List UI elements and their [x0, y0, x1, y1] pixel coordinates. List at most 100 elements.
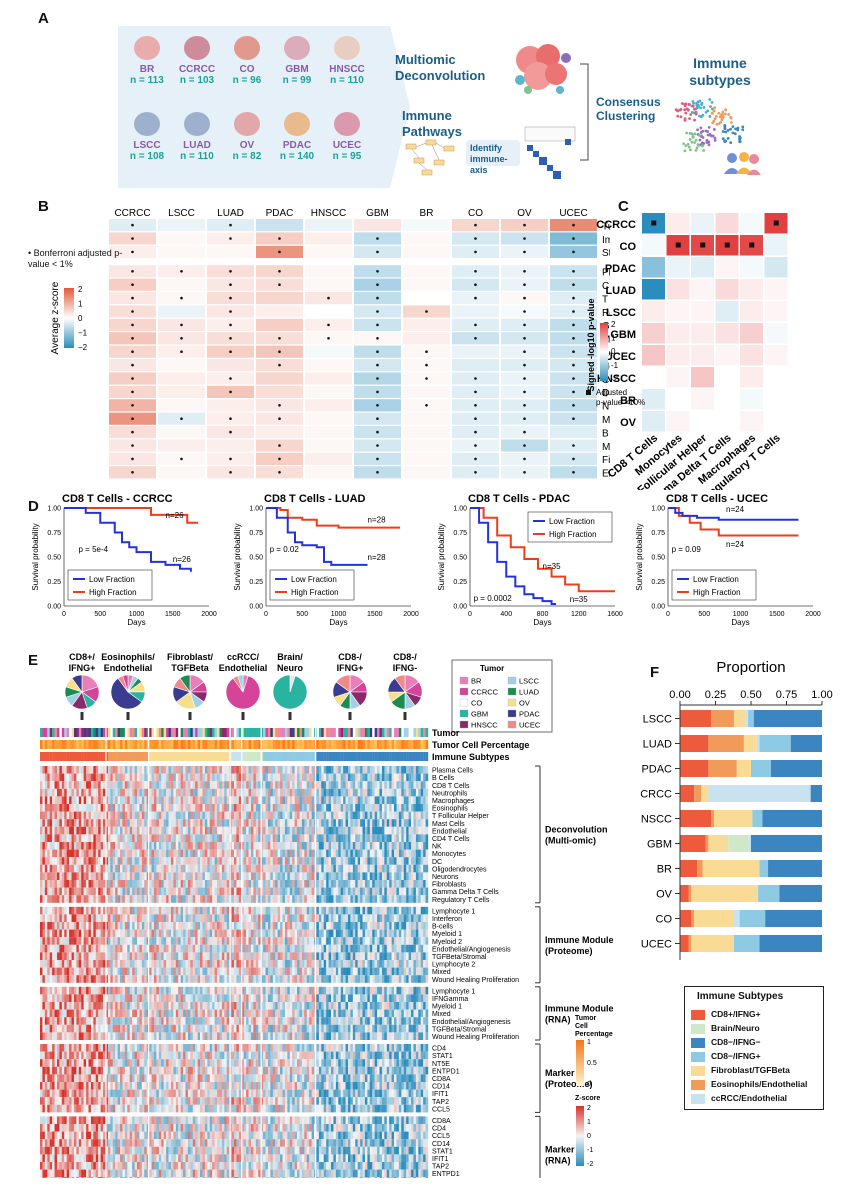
- heat-cell: [396, 887, 400, 896]
- heat-cell: [173, 826, 176, 835]
- heat-cell: [129, 880, 133, 888]
- heat-cell: [54, 857, 58, 865]
- tumor-track-cell: [61, 728, 65, 737]
- heat-cell: [386, 895, 390, 903]
- tumor-legend-label: HNSCC: [471, 721, 498, 730]
- heat-cell: [40, 872, 43, 880]
- heat-cell: [52, 857, 55, 865]
- tcp-track-cell: [357, 740, 361, 749]
- heat-cell: [403, 880, 407, 888]
- heat-cell: [715, 367, 739, 388]
- umap-point: [734, 127, 737, 131]
- heat-cell: [214, 811, 218, 820]
- heat-cell: [105, 937, 109, 945]
- heat-cell: [297, 922, 300, 930]
- heat-cell: [386, 811, 390, 820]
- tumor-track-cell: [132, 728, 135, 737]
- heat-cell: [153, 773, 157, 782]
- panel-a-label: A: [38, 10, 49, 27]
- heat-cell: [95, 849, 99, 858]
- heat-cell: [323, 895, 327, 903]
- pie-connector: [348, 712, 352, 720]
- heat-cell: [95, 929, 99, 938]
- tcp-track-cell: [398, 740, 402, 749]
- heat-cell: [321, 857, 324, 865]
- heat-cell: [204, 819, 208, 827]
- heat-cell: [132, 842, 135, 850]
- heat-cell: [204, 880, 208, 888]
- heat-cell: [248, 766, 252, 774]
- heat-cell: [360, 857, 363, 865]
- significance-dot: [572, 237, 575, 240]
- heat-cell: [151, 929, 155, 938]
- heat-cell: [156, 804, 160, 812]
- heat-cell: [374, 914, 378, 922]
- significance-dot: [572, 323, 575, 327]
- heat-cell: [93, 804, 96, 812]
- tcp-track-cell: [214, 740, 218, 749]
- heat-cell: [263, 826, 266, 835]
- heat-cell: [200, 895, 203, 903]
- heat-cell: [42, 922, 46, 930]
- heat-cell: [316, 796, 320, 804]
- heat-cell: [292, 819, 295, 827]
- heat-cell: [369, 849, 373, 858]
- heat-cell: [691, 213, 714, 234]
- heat-cell: [331, 842, 334, 850]
- heat-cell: [224, 819, 227, 827]
- heat-cell: [340, 811, 344, 820]
- tumor-track-cell: [120, 728, 123, 737]
- heat-cell: [105, 781, 109, 789]
- heat-cell: [127, 887, 130, 896]
- heat-cell: [221, 906, 225, 915]
- tcp-track-cell: [49, 740, 53, 749]
- heat-cell: [384, 811, 387, 820]
- heat-cell: [202, 849, 206, 858]
- heat-cell: [153, 857, 157, 865]
- heat-cell: [161, 773, 164, 782]
- heat-cell: [122, 788, 126, 797]
- heat-cell: [73, 872, 77, 880]
- heat-cell: [372, 834, 375, 842]
- heat-cell: [275, 788, 278, 797]
- heat-cell: [42, 864, 46, 873]
- heat-cell: [316, 811, 320, 820]
- heat-cell: [280, 895, 283, 903]
- heat-cell: [124, 834, 128, 842]
- heat-cell: [403, 385, 450, 398]
- heat-cell: [44, 834, 48, 842]
- heat-cell: [292, 929, 295, 938]
- heat-cell: [309, 834, 312, 842]
- heat-cell: [352, 872, 356, 880]
- heatmap-row-label: Macrophages: [432, 798, 475, 805]
- y-tick: 0.75: [249, 530, 263, 537]
- heat-cell: [73, 842, 77, 850]
- significance-dot: [523, 223, 526, 227]
- heat-cell: [323, 849, 327, 858]
- heat-cell: [137, 849, 140, 858]
- tumor-track-cell: [93, 728, 96, 737]
- heat-cell: [411, 773, 414, 782]
- heat-cell: [408, 895, 412, 903]
- heat-cell: [192, 880, 196, 888]
- heat-cell: [333, 880, 337, 888]
- heat-cell: [221, 788, 225, 797]
- tumor-track-cell: [139, 728, 143, 737]
- heat-cell: [212, 937, 215, 945]
- tumor-track-cell: [364, 728, 368, 737]
- heat-cell: [98, 929, 101, 938]
- heat-cell: [357, 895, 361, 903]
- heat-cell: [282, 788, 286, 797]
- heat-cell: [413, 842, 417, 850]
- heat-cell: [151, 796, 155, 804]
- row-label-ov: OV: [620, 417, 637, 429]
- heat-cell: [321, 887, 324, 896]
- heat-cell: [764, 389, 788, 410]
- umap-point: [707, 143, 711, 147]
- heat-cell: [202, 880, 206, 888]
- tcp-track-cell: [343, 740, 346, 749]
- heat-cell: [379, 819, 383, 827]
- heat-cell: [52, 781, 55, 789]
- heat-cell: [248, 819, 252, 827]
- heat-cell: [289, 788, 293, 797]
